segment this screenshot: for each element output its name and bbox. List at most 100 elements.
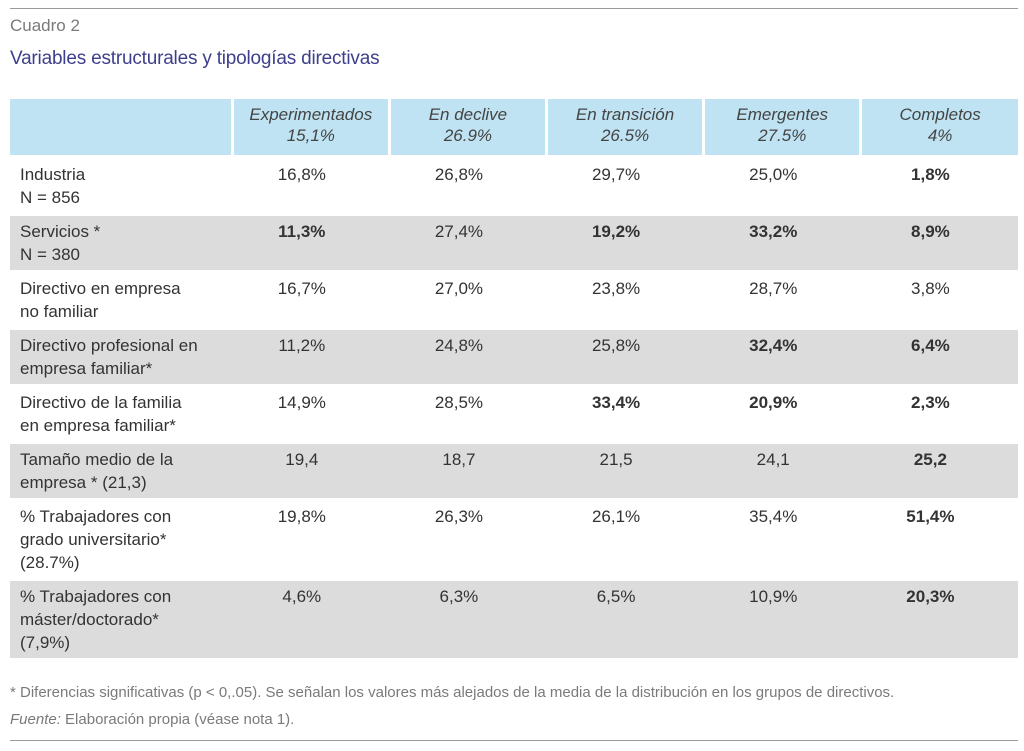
column-header: Completos 4% bbox=[860, 99, 1018, 155]
table-cell: 19,2% bbox=[546, 213, 704, 272]
table-row: % Trabajadores con grado universitario* (2… bbox=[10, 498, 1018, 580]
table-cell: 20,9% bbox=[703, 384, 861, 443]
column-percentage: 26.9% bbox=[443, 126, 493, 145]
table-cell: 33,4% bbox=[546, 384, 704, 443]
column-header: En transición 26.5% bbox=[546, 99, 706, 155]
footnote: * Diferencias significativas (p < 0,.05)… bbox=[10, 684, 895, 701]
row-label: Servicios * N = 380 bbox=[10, 213, 233, 272]
table-cell: 28,7% bbox=[703, 270, 861, 329]
row-label-line: empresa familiar* bbox=[20, 359, 153, 378]
table-cell: 18,7 bbox=[389, 441, 547, 500]
row-label-line: grado universitario* bbox=[20, 530, 167, 549]
table-cell: 24,8% bbox=[389, 327, 547, 386]
table-cell: 27,4% bbox=[389, 213, 547, 272]
table-cell: 6,4% bbox=[860, 327, 1018, 386]
table-cell: 3,8% bbox=[860, 270, 1018, 329]
table-cell: 16,7% bbox=[232, 270, 390, 329]
table-cell: 27,0% bbox=[389, 270, 547, 329]
row-label: % Trabajadores con grado universitario* (2… bbox=[10, 498, 233, 580]
row-label: Tamaño medio de la empresa * (21,3) bbox=[10, 441, 233, 500]
column-name: Completos bbox=[899, 105, 981, 124]
data-table: Experimentados 15,1% En declive 26.9% En t… bbox=[10, 99, 1018, 658]
table-cell: 26,8% bbox=[434, 165, 484, 184]
table-cell: 25,0% bbox=[749, 165, 798, 184]
column-header: Experimentados 15,1% bbox=[232, 99, 391, 155]
table-cell: 16,8% bbox=[277, 165, 326, 184]
row-label-line: % Trabajadores con bbox=[20, 507, 172, 526]
table-cell: 25,2 bbox=[860, 441, 1018, 500]
row-label-line: Directivo de la familia bbox=[20, 393, 182, 412]
column-name: En transición bbox=[575, 105, 675, 124]
table-cell: 33,2% bbox=[703, 213, 861, 272]
table-row: Industria N = 856 16,8% 26,8% 29,7% 25,0% 1,8% bbox=[10, 155, 1018, 215]
row-label: Directivo de la familia en empresa famili… bbox=[10, 384, 233, 443]
column-header: Emergentes 27.5% bbox=[703, 99, 863, 155]
row-label-line: en empresa familiar* bbox=[20, 416, 176, 435]
column-percentage: 4% bbox=[927, 126, 953, 145]
table-cell: 20,3% bbox=[860, 578, 1018, 658]
table-row: Tamaño medio de la empresa * (21,3) 19,4 18… bbox=[10, 441, 1018, 500]
table-cell: 2,3% bbox=[860, 384, 1018, 443]
row-label-line: Industria bbox=[20, 165, 86, 184]
header-corner bbox=[10, 99, 234, 155]
row-label-line: N = 380 bbox=[20, 245, 81, 264]
table-cell: 29,7% bbox=[591, 165, 641, 184]
table-row: Servicios * N = 380 11,3% 27,4% 19,2% 33,2% 8,… bbox=[10, 213, 1018, 272]
column-name: Emergentes bbox=[736, 105, 829, 124]
table-number-label: Cuadro 2 bbox=[10, 16, 80, 35]
table-cell: 11,3% bbox=[232, 213, 390, 272]
row-label-line: Directivo en empresa bbox=[20, 279, 181, 298]
row-label-line: máster/doctorado* bbox=[20, 610, 159, 629]
column-percentage: 27.5% bbox=[758, 126, 807, 145]
row-label-line: % Trabajadores con bbox=[20, 587, 172, 606]
table-cell: 32,4% bbox=[703, 327, 861, 386]
source-note: Fuente: Elaboración propia (véase nota 1… bbox=[10, 711, 294, 728]
table-cell: 6,5% bbox=[546, 578, 704, 658]
row-label-line: N = 856 bbox=[20, 188, 81, 207]
table-cell: 35,4% bbox=[703, 498, 861, 580]
table-cell: 1,8% bbox=[911, 165, 950, 184]
row-label: Directivo en empresa no familiar bbox=[10, 270, 233, 329]
column-percentage: 26.5% bbox=[600, 126, 650, 145]
row-label: Industria N = 856 bbox=[10, 155, 232, 215]
table-title: Variables estructurales y tipologías dir… bbox=[10, 48, 380, 69]
row-label-line: Tamaño medio de la bbox=[20, 450, 174, 469]
table-cell: 21,5 bbox=[546, 441, 704, 500]
table-cell: 26,1% bbox=[546, 498, 704, 580]
bottom-rule bbox=[10, 740, 1018, 741]
table-cell: 19,4 bbox=[232, 441, 390, 500]
table-cell: 26,3% bbox=[389, 498, 547, 580]
column-name: Experimentados bbox=[249, 105, 373, 124]
header-row: Experimentados 15,1% En declive 26.9% En t… bbox=[10, 99, 1018, 155]
table-cell: 28,5% bbox=[389, 384, 547, 443]
table-body: Industria N = 856 16,8% 26,8% 29,7% 25,0% 1,8%… bbox=[10, 155, 1018, 658]
table-row: % Trabajadores con máster/doctorado* (7,9%… bbox=[10, 578, 1018, 658]
table-cell: 25,8% bbox=[546, 327, 704, 386]
top-rule bbox=[10, 8, 1018, 9]
table-row: Directivo en empresa no familiar 16,7% 27,0… bbox=[10, 270, 1018, 329]
table-cell: 11,2% bbox=[232, 327, 390, 386]
table-cell: 23,8% bbox=[546, 270, 704, 329]
table-row: Directivo profesional en empresa familiar… bbox=[10, 327, 1018, 386]
row-label-line: Directivo profesional en bbox=[20, 336, 198, 355]
table-cell: 19,8% bbox=[232, 498, 390, 580]
table-cell: 4,6% bbox=[232, 578, 390, 658]
row-label-line: (28.7%) bbox=[20, 553, 80, 572]
table-cell: 24,1 bbox=[703, 441, 861, 500]
source-text: Elaboración propia (véase nota 1). bbox=[60, 711, 295, 728]
row-label-line: no familiar bbox=[20, 302, 99, 321]
row-label: Directivo profesional en empresa familiar… bbox=[10, 327, 233, 386]
table-cell: 6,3% bbox=[389, 578, 547, 658]
table-cell: 14,9% bbox=[232, 384, 390, 443]
table-row: Directivo de la familia en empresa famili… bbox=[10, 384, 1018, 443]
row-label-line: (7,9%) bbox=[20, 633, 71, 652]
row-label-line: Servicios * bbox=[20, 222, 101, 241]
row-label: % Trabajadores con máster/doctorado* (7,9%… bbox=[10, 578, 233, 658]
row-label-line: empresa * (21,3) bbox=[20, 473, 147, 492]
table-cell: 8,9% bbox=[860, 213, 1018, 272]
column-name: En declive bbox=[428, 105, 508, 124]
column-percentage: 15,1% bbox=[286, 126, 335, 145]
table-cell: 51,4% bbox=[860, 498, 1018, 580]
source-label: Fuente: bbox=[10, 711, 61, 728]
table-cell: 10,9% bbox=[703, 578, 861, 658]
